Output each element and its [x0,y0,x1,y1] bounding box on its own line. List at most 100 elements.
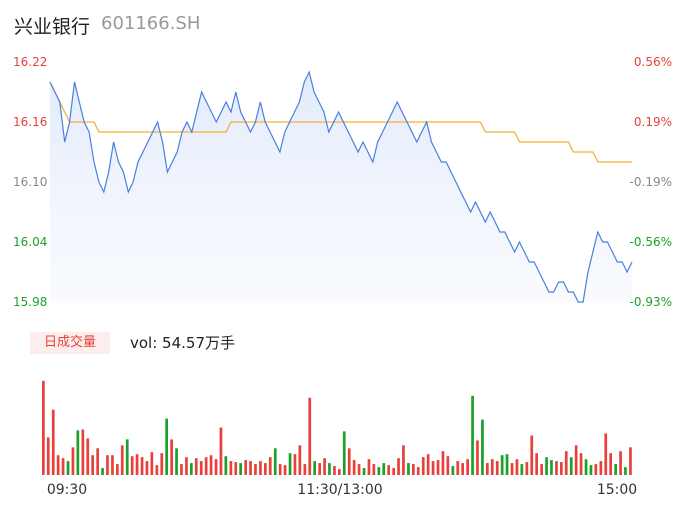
volume-bar [555,461,558,475]
volume-bar [416,467,420,475]
volume-bar [111,455,114,475]
volume-bar [594,464,598,475]
price-tick-label: 16.16 [13,115,47,129]
volume-bar [313,461,316,475]
volume-bar [278,464,282,475]
volume-bar [471,395,474,475]
volume-panel [42,380,632,475]
volume-bar [629,447,632,475]
volume-bar [402,445,405,475]
volume-bar [382,463,386,475]
volume-bar [283,465,287,475]
volume-bar [303,464,307,475]
volume-bar [51,409,55,475]
volume-bar [328,463,331,475]
volume-bar [165,418,168,475]
time-axis-labels: 09:30 11:30/13:00 15:00 [47,482,637,498]
volume-bar [461,463,464,475]
volume-bar [510,463,514,475]
volume-bar [42,380,45,475]
volume-bar [145,461,149,475]
volume-bar [140,457,144,475]
volume-bar [298,445,302,475]
volume-bar [194,458,198,475]
volume-bar [56,455,60,475]
volume-bar [264,463,267,475]
volume-bar [564,451,568,475]
volume-bar [293,454,297,475]
percent-tick-label: -0.93% [630,295,672,309]
volume-bar [584,459,588,475]
time-tick-label: 09:30 [47,482,87,498]
volume-bar [185,457,188,475]
volume-bar [525,462,529,475]
volume-bar [239,463,242,475]
time-tick-label: 15:00 [597,482,637,498]
volume-bar [254,464,257,475]
volume-bar [175,448,178,475]
volume-bar [412,464,415,475]
stock-name: 兴业银行 [14,16,91,38]
price-panel [49,70,633,303]
volume-bar [446,456,450,475]
volume-bar [377,467,381,475]
volume-bar [96,448,99,475]
volume-bar [76,430,80,475]
volume-bar [347,448,351,475]
volume-bar [155,465,159,475]
volume-bar [61,458,65,475]
volume-bar [214,459,218,475]
volume-bar [569,457,573,475]
volume-bar [249,461,252,475]
volume-bar [550,460,553,475]
volume-bar [135,454,139,475]
volume-bar [190,463,193,475]
volume-bar [367,459,371,475]
volume-bar [71,447,75,475]
volume-bar [357,464,361,475]
volume-bar [545,457,548,475]
volume-bar [180,464,183,475]
volume-bar [259,461,262,475]
volume-bar [199,461,203,475]
volume-bar [125,439,129,475]
volume-bar [342,431,346,475]
volume-bar [520,464,524,475]
volume-bar [308,397,312,475]
price-tick-label: 16.22 [13,55,47,69]
volume-bar [574,445,578,475]
volume-bar [490,459,494,475]
daily-volume-tab[interactable]: 日成交量 [30,332,110,354]
percent-tick-label: 0.56% [634,55,672,69]
volume-bar [609,453,612,475]
volume-bar [288,453,292,475]
volume-bar [333,466,336,475]
volume-bar [579,453,583,475]
volume-bar [234,462,238,475]
time-tick-label: 11:30/13:00 [297,482,382,498]
volume-bar [599,461,603,475]
volume-bar [515,459,519,475]
volume-bar [209,455,213,475]
volume-bar [150,452,154,475]
volume-bar [392,468,395,475]
price-area-fill [50,72,632,302]
volume-bar [170,439,173,475]
percent-axis-labels: 0.56% 0.19% -0.19% -0.56% -0.93% [630,55,672,309]
volume-bar [436,460,440,475]
price-line [49,70,633,303]
volume-bar [530,435,534,475]
volume-bar [244,460,247,475]
volume-bar [120,445,124,475]
volume-bar [500,455,504,475]
volume-bar [352,460,356,475]
volume-readout: vol: 54.57万手 [130,334,235,352]
price-tick-label: 15.98 [13,295,47,309]
volume-bar [318,463,321,475]
percent-tick-label: 0.19% [634,115,672,129]
price-tick-label: 16.04 [13,235,47,249]
volume-bar [456,461,460,475]
volume-bar [130,456,134,475]
volume-bar [338,469,341,475]
